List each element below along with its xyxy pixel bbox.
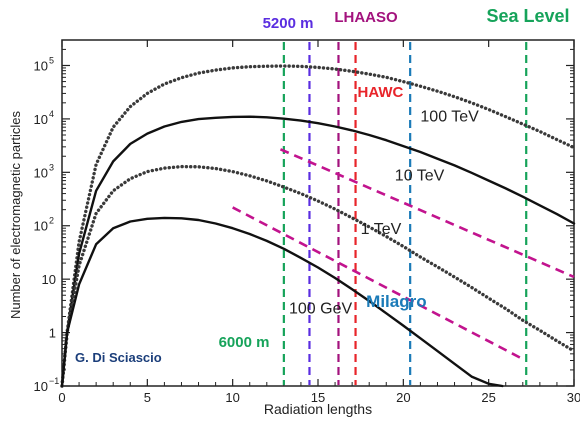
x-tick-label: 5	[144, 390, 151, 405]
altitude-label-milagro: Milagro	[366, 292, 426, 311]
y-tick-exponent: −1	[49, 376, 59, 386]
curve-label-10-tev: 10 TeV	[395, 168, 445, 185]
credit-label: G. Di Sciascio	[75, 350, 162, 365]
curve-label-100-gev: 100 GeV	[289, 300, 352, 317]
x-axis-label: Radiation lengths	[264, 401, 372, 417]
y-tick-label: 1	[49, 326, 56, 341]
y-tick-label: 10	[34, 379, 48, 394]
y-tick-exponent: 3	[49, 162, 54, 172]
altitude-lines	[282, 42, 528, 385]
y-axis-label: Number of electromagnetic particles	[8, 110, 23, 319]
series-line-100-tev	[60, 64, 576, 388]
altitude-label-lhaaso: LHAASO	[334, 9, 398, 26]
altitude-label-6000-m: 6000 m	[219, 334, 270, 351]
attenuation-lines	[232, 148, 575, 361]
chart-labels: 100 TeV 10 TeV 1 TeV 100 GeV 5200 m LHAASO HAW…	[219, 6, 570, 351]
y-tick-label: 10	[34, 219, 48, 234]
x-tick-label: 25	[481, 390, 495, 405]
x-tick-label: 20	[396, 390, 410, 405]
y-tick-label: 10	[34, 112, 48, 127]
curve-label-100-tev: 100 TeV	[420, 108, 479, 125]
y-tick-label: 10	[42, 272, 56, 287]
x-tick-label: 30	[567, 390, 580, 405]
plot-frame	[61, 39, 575, 387]
y-tick-label: 10	[34, 165, 48, 180]
y-tick-exponent: 5	[49, 55, 54, 65]
y-tick-label: 10	[34, 58, 48, 73]
y-tick-exponent: 4	[49, 109, 54, 119]
altitude-label-sea-level: Sea Level	[486, 6, 569, 26]
series-line-100-gev	[60, 216, 504, 388]
y-tick-exponent: 2	[49, 216, 54, 226]
x-tick-label: 15	[311, 390, 325, 405]
x-tick-label: 0	[58, 390, 65, 405]
altitude-label-hawc: HAWC	[358, 84, 404, 101]
shower-curves	[60, 64, 576, 388]
series-line-10-tev	[60, 115, 576, 388]
attenuation-line	[279, 148, 575, 279]
altitude-label-5200-m: 5200 m	[263, 15, 314, 32]
x-tick-label: 10	[225, 390, 239, 405]
curve-label-1-tev: 1 TeV	[361, 221, 402, 238]
series-line-1-tev	[60, 164, 576, 388]
attenuation-line	[232, 206, 524, 361]
